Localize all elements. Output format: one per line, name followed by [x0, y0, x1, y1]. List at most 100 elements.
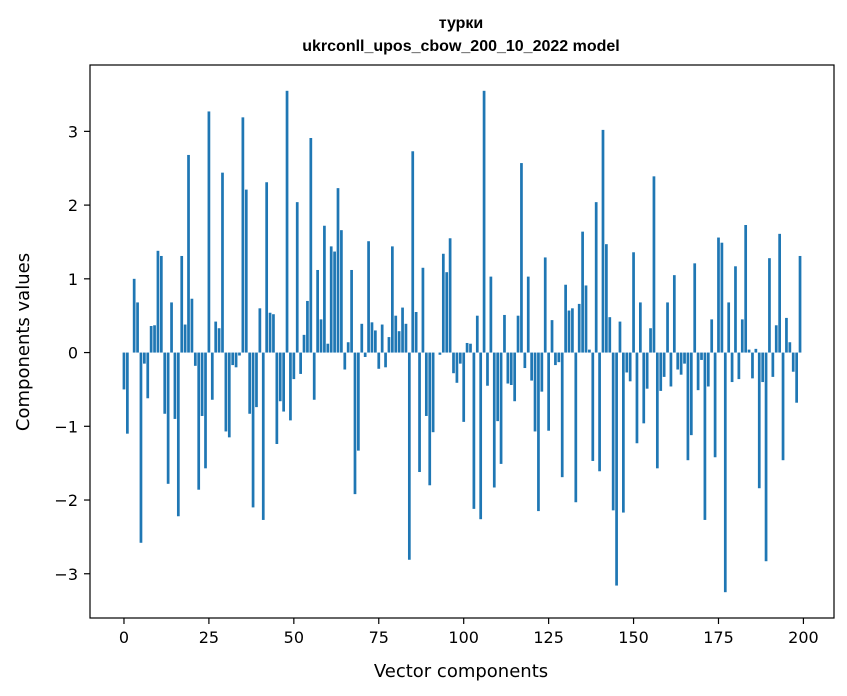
bar-68	[353, 352, 357, 495]
bar-188	[761, 352, 765, 383]
bar-31	[227, 352, 231, 438]
bar-53	[302, 334, 306, 353]
bar-85	[411, 151, 415, 353]
bar-105	[479, 352, 483, 520]
bar-84	[407, 352, 411, 560]
bar-112	[503, 314, 506, 353]
bar-164	[679, 352, 683, 375]
bar-12	[163, 352, 167, 414]
bar-170	[700, 352, 703, 360]
y-tick-label: −2	[54, 491, 78, 510]
bar-14	[170, 302, 173, 353]
bar-198	[795, 352, 798, 403]
bar-67	[350, 269, 353, 353]
bar-107	[486, 352, 489, 386]
bar-45	[275, 352, 279, 444]
bar-101	[465, 342, 469, 353]
bar-60	[326, 343, 330, 353]
bar-193	[778, 233, 781, 353]
bar-70	[360, 323, 364, 353]
bar-192	[774, 325, 778, 353]
bar-59	[323, 225, 326, 353]
bar-49	[289, 352, 292, 421]
bar-47	[282, 352, 285, 412]
bar-141	[601, 129, 605, 353]
x-tick-label: 125	[533, 628, 564, 647]
x-axis-label: Vector components	[374, 661, 548, 682]
chart-title-line1: турки	[439, 15, 484, 32]
bar-123	[540, 352, 544, 392]
bar-155	[649, 328, 652, 353]
bar-144	[611, 352, 615, 511]
y-tick-label: 1	[68, 270, 78, 289]
bar-124	[543, 257, 547, 353]
bar-110	[496, 352, 500, 422]
bar-162	[672, 275, 676, 353]
bar-3	[132, 278, 136, 353]
bar-151	[635, 352, 639, 444]
bar-15	[173, 352, 177, 419]
bar-71	[363, 352, 367, 357]
bar-50	[292, 352, 296, 380]
bar-94	[441, 253, 445, 353]
bar-166	[686, 352, 690, 461]
bar-127	[554, 352, 557, 366]
x-tick-label: 50	[284, 628, 304, 647]
bar-76	[380, 324, 384, 353]
bar-176	[720, 242, 724, 353]
bar-139	[594, 202, 598, 353]
bar-121	[533, 352, 537, 432]
x-tick-label: 150	[618, 628, 649, 647]
bar-108	[489, 276, 493, 353]
bar-74	[374, 330, 377, 353]
bar-96	[448, 238, 452, 353]
x-tick-label: 100	[448, 628, 479, 647]
bar-146	[618, 321, 622, 353]
bar-24	[204, 352, 207, 469]
bar-152	[639, 302, 642, 353]
bar-140	[598, 352, 601, 472]
bar-161	[669, 352, 673, 387]
bar-119	[526, 276, 530, 353]
bar-142	[605, 244, 608, 353]
bar-118	[523, 352, 527, 369]
bar-117	[520, 163, 523, 353]
bar-163	[676, 352, 680, 370]
bar-78	[387, 337, 391, 353]
bar-158	[659, 352, 663, 391]
bar-197	[791, 352, 795, 372]
bar-63	[336, 188, 340, 353]
bar-19	[187, 154, 190, 353]
bar-195	[785, 317, 788, 353]
bar-196	[788, 342, 792, 353]
bar-55	[309, 138, 313, 353]
bar-56	[312, 352, 316, 400]
bar-95	[445, 272, 449, 353]
bar-109	[492, 352, 496, 488]
bar-111	[499, 352, 503, 464]
bar-126	[550, 320, 554, 353]
bar-22	[197, 352, 201, 490]
bar-169	[696, 352, 700, 391]
bar-179	[730, 352, 734, 383]
y-axis-ticks: −3 −2 −1 0 1 2 3	[54, 122, 90, 584]
bar-61	[329, 246, 333, 353]
bar-131	[567, 310, 571, 353]
bar-116	[516, 315, 520, 353]
bars-group	[122, 90, 802, 593]
bar-17	[180, 255, 184, 353]
bar-150	[632, 252, 635, 353]
bar-42	[265, 182, 269, 353]
y-tick-label: 0	[68, 344, 78, 363]
bar-175	[717, 237, 720, 353]
bar-11	[159, 255, 163, 353]
bar-148	[625, 352, 629, 373]
bar-77	[384, 352, 387, 368]
bar-90	[428, 352, 432, 486]
bar-44	[272, 314, 275, 353]
bar-177	[723, 352, 727, 593]
x-tick-label: 175	[703, 628, 734, 647]
bar-133	[574, 352, 578, 503]
bar-182	[740, 319, 744, 353]
